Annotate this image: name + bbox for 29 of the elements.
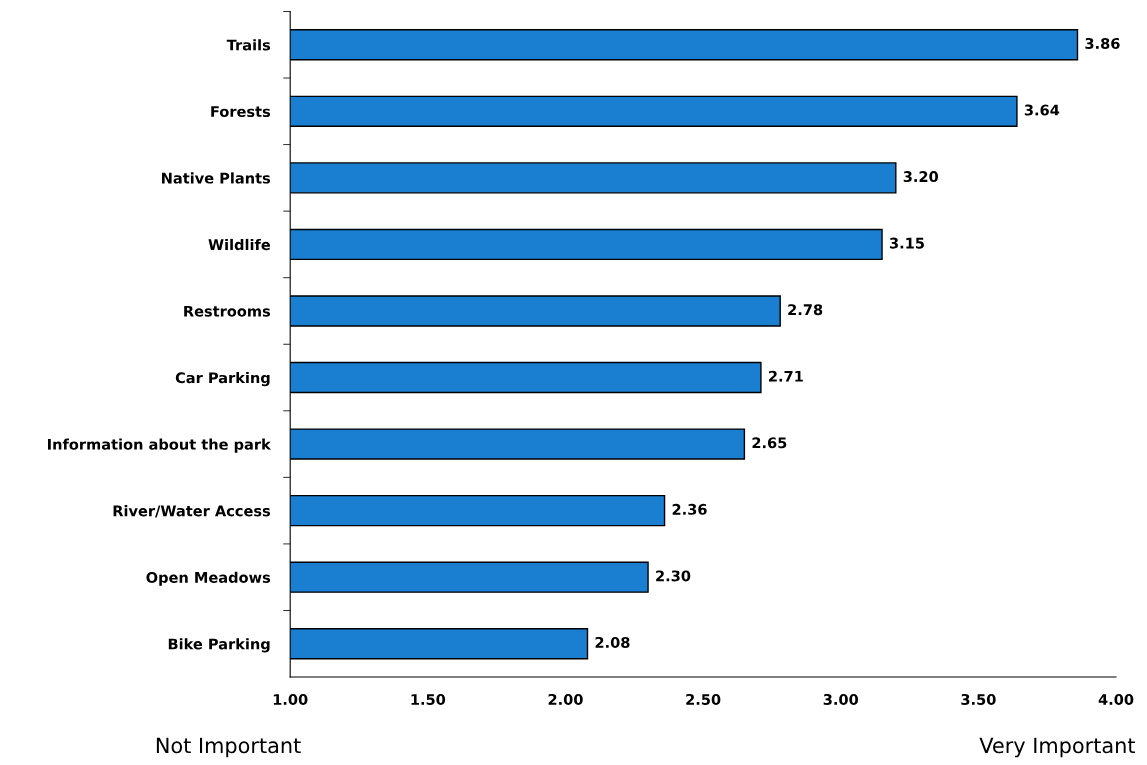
- data-label: 3.64: [1024, 104, 1060, 116]
- y-tick-label: Information about the park: [48, 438, 272, 453]
- y-tick-label: Bike Parking: [168, 638, 270, 653]
- y-tick-label: Forests: [211, 106, 271, 118]
- data-label: 2.65: [752, 437, 787, 449]
- y-tick-label: Open Meadows: [146, 571, 271, 586]
- data-label: 2.36: [672, 503, 707, 515]
- text: Not Important: [156, 737, 301, 758]
- data-label: 2.71: [769, 370, 803, 382]
- data-label: 2.78: [788, 304, 823, 316]
- data-label: 2.08: [595, 636, 630, 648]
- x-tick-label: 2.00: [548, 693, 583, 705]
- y-tick-label: Native Plants: [162, 172, 271, 184]
- x-tick-label: 1.00: [273, 693, 308, 705]
- x-tick-label: 4.00: [1098, 693, 1134, 705]
- x-tick-label: 1.50: [411, 693, 446, 705]
- data-label: 3.15: [889, 237, 924, 249]
- data-label: 3.86: [1085, 37, 1120, 49]
- y-tick-label: Wildlife: [208, 238, 271, 251]
- y-tick-label: River/Water Access: [113, 505, 271, 518]
- x-tick-label: 3.00: [823, 693, 859, 705]
- y-tick-label: Car Parking: [175, 371, 270, 387]
- y-tick-label: Restrooms: [184, 305, 271, 317]
- x-tick-label: 2.50: [686, 693, 721, 705]
- data-label: 3.20: [903, 171, 939, 183]
- text: Very Important: [979, 737, 1136, 758]
- y-tick-label: Trails: [226, 39, 271, 51]
- x-tick-label: 3.50: [961, 693, 996, 705]
- data-label: 2.30: [656, 570, 691, 582]
